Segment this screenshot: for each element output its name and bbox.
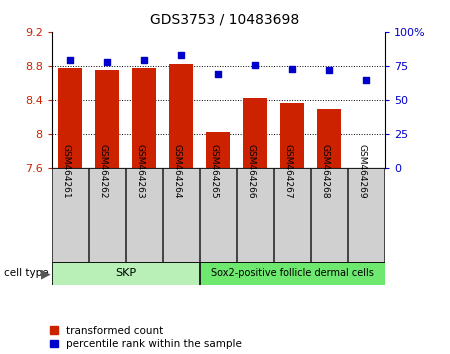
Bar <box>317 109 341 168</box>
Text: GSM464263: GSM464263 <box>135 144 144 198</box>
Point <box>252 62 259 67</box>
Bar <box>201 262 385 285</box>
Bar <box>52 262 199 285</box>
Point <box>215 71 222 77</box>
Text: GSM464264: GSM464264 <box>172 144 181 198</box>
Bar <box>238 168 273 262</box>
Text: GSM464262: GSM464262 <box>98 144 107 198</box>
Bar <box>348 168 384 262</box>
Point <box>288 66 296 72</box>
Point <box>326 67 333 73</box>
Text: GSM464265: GSM464265 <box>209 144 218 198</box>
Bar <box>126 168 162 262</box>
Legend: transformed count, percentile rank within the sample: transformed count, percentile rank withi… <box>50 326 242 349</box>
Text: GSM464261: GSM464261 <box>61 144 70 198</box>
Bar <box>274 168 310 262</box>
Point <box>67 58 74 63</box>
Text: GSM464267: GSM464267 <box>283 144 292 198</box>
Text: GSM464266: GSM464266 <box>246 144 255 198</box>
Point <box>104 59 111 65</box>
Text: GSM464268: GSM464268 <box>320 144 329 198</box>
Text: GSM464269: GSM464269 <box>357 144 366 198</box>
Text: ▶: ▶ <box>41 267 51 280</box>
Bar <box>206 132 230 168</box>
Point <box>178 52 185 58</box>
Bar <box>163 168 199 262</box>
Bar <box>201 168 236 262</box>
Bar <box>169 64 193 168</box>
Text: SKP: SKP <box>115 268 136 279</box>
Point <box>363 77 370 82</box>
Bar <box>280 103 304 168</box>
Bar <box>243 98 267 168</box>
Bar <box>95 70 119 168</box>
Bar <box>53 168 88 262</box>
Bar <box>311 168 347 262</box>
Text: Sox2-positive follicle dermal cells: Sox2-positive follicle dermal cells <box>211 268 374 279</box>
Bar <box>132 68 156 168</box>
Bar <box>58 68 82 168</box>
Bar <box>90 168 125 262</box>
Text: GDS3753 / 10483698: GDS3753 / 10483698 <box>150 12 300 27</box>
Point <box>141 58 148 63</box>
Text: cell type: cell type <box>4 268 49 279</box>
